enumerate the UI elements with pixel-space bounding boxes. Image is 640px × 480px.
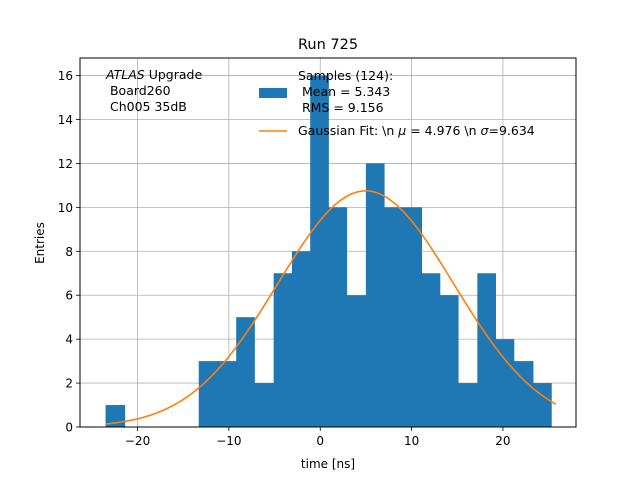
annotation-line-1: ATLAS Upgrade <box>105 67 202 82</box>
legend-hist-line-1: Samples (124): <box>298 68 393 83</box>
histogram-bar-18 <box>439 295 459 427</box>
legend-hist-line-2: Mean = 5.343 <box>298 84 390 99</box>
legend-fit-suffix: =9.634 <box>488 123 534 138</box>
histogram-bar-14 <box>365 163 385 427</box>
annotation-line-3: Ch005 35dB <box>106 99 187 114</box>
y-tick-label-8: 16 <box>58 69 73 83</box>
histogram-bar-15 <box>384 207 403 427</box>
histogram-bar-11 <box>310 75 329 428</box>
legend-hist-swatch <box>259 88 287 98</box>
x-tick-label-0: −20 <box>125 434 150 448</box>
gaussian-fit-line <box>105 190 557 425</box>
y-tick-label-3: 6 <box>65 289 73 303</box>
histogram-bar-8 <box>254 383 275 427</box>
histogram-bar-17 <box>421 273 441 427</box>
atlas-annotation: ATLAS Upgrade Board260 Ch005 35dB <box>105 67 202 114</box>
histogram-bar-23 <box>533 383 552 427</box>
x-tick-label-4: 20 <box>495 434 510 448</box>
histogram-bar-6 <box>217 361 237 427</box>
histogram-bar-9 <box>273 273 293 427</box>
y-tick-label-1: 2 <box>65 377 73 391</box>
x-tick-label-2: 0 <box>316 434 324 448</box>
y-axis-label: Entries <box>33 222 47 264</box>
legend-fit-prefix: Gaussian Fit: \n <box>298 123 398 138</box>
annotation-line-2: Board260 <box>106 83 171 98</box>
histogram-bar-13 <box>346 295 367 427</box>
legend-fit-mu: μ <box>397 123 406 138</box>
x-axis-label: time [ns] <box>301 457 355 471</box>
histogram-bar-21 <box>495 339 515 427</box>
histogram-bar-22 <box>513 361 534 427</box>
gaussian-fit <box>105 190 557 425</box>
histogram-bar-5 <box>198 361 218 427</box>
plot-frame <box>79 57 577 428</box>
y-tick-label-7: 14 <box>58 113 73 127</box>
axis-ticks: −20 −10 0 10 20 0 2 4 6 8 10 12 14 16 <box>58 69 511 448</box>
y-tick-label-0: 0 <box>65 421 73 435</box>
chart-title: Run 725 <box>298 37 358 53</box>
y-tick-label-4: 8 <box>65 245 73 259</box>
histogram-bar-10 <box>291 251 311 427</box>
x-tick-label-3: 10 <box>404 434 419 448</box>
y-tick-label-5: 10 <box>58 201 73 215</box>
histogram-bar-20 <box>477 273 497 427</box>
legend-fit-label: Gaussian Fit: \n μ = 4.976 \n σ=9.634 <box>298 123 535 138</box>
histogram-bar-19 <box>458 383 478 427</box>
y-tick-label-6: 12 <box>58 157 73 171</box>
legend-fit-mid: = 4.976 \n <box>406 123 480 138</box>
histogram-bar-7 <box>236 317 255 427</box>
histogram-bar-16 <box>402 207 423 427</box>
histogram-bars <box>105 75 552 428</box>
histogram-bar-12 <box>328 207 348 427</box>
annotation-upgrade: Upgrade <box>145 67 203 82</box>
legend: Samples (124): Mean = 5.343 RMS = 9.156 … <box>259 68 535 138</box>
y-tick-label-2: 4 <box>65 333 73 347</box>
annotation-atlas: ATLAS <box>105 67 145 82</box>
legend-hist-line-3: RMS = 9.156 <box>298 100 384 115</box>
legend-fit-sigma: σ <box>481 123 490 138</box>
x-tick-label-1: −10 <box>216 434 241 448</box>
